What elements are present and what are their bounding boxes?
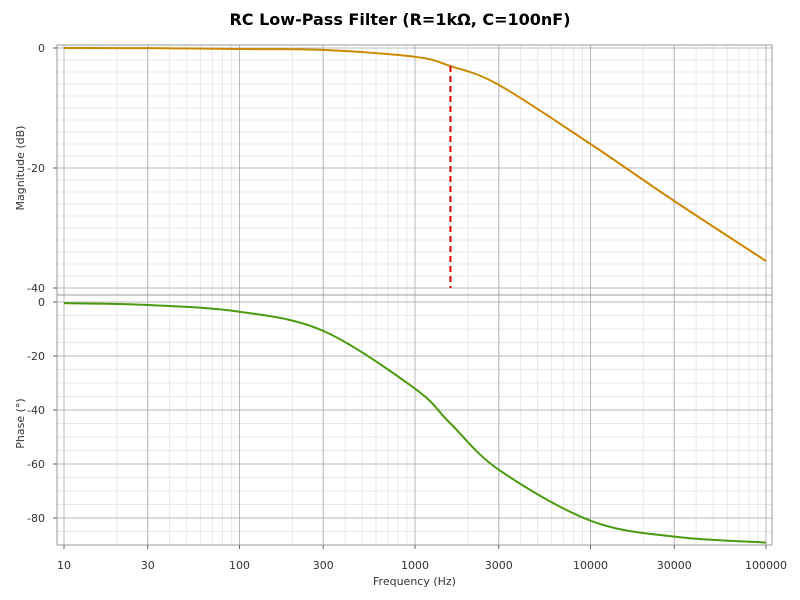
frame-layer	[53, 44, 773, 549]
x-tick-label: 10000	[573, 559, 608, 572]
x-tick-label: 30000	[657, 559, 692, 572]
x-tick-label: 300	[313, 559, 334, 572]
x-tick-label: 30	[141, 559, 155, 572]
y-tick-label: -40	[27, 282, 45, 295]
y-tick-label: -80	[27, 512, 45, 525]
y-tick-label: -60	[27, 458, 45, 471]
y-axis-title: Magnitude (dB)	[14, 126, 27, 211]
magnitude-series-line	[63, 47, 767, 262]
phase-series-line	[63, 302, 767, 544]
y-axis-title: Phase (°)	[14, 398, 27, 448]
data-layer	[63, 47, 767, 544]
y-tick-label: -40	[27, 404, 45, 417]
x-tick-label: 100000	[745, 559, 787, 572]
grid-layer	[57, 45, 772, 546]
label-layer: 0 -20 -40 Magnitude (dB) 0 -20 -40 -60 -80 Phase …	[14, 42, 787, 588]
x-axis-title: Frequency (Hz)	[373, 575, 456, 588]
y-tick-label: -20	[27, 162, 45, 175]
x-tick-label: 1000	[401, 559, 429, 572]
y-tick-label: -20	[27, 350, 45, 363]
x-tick-label: 10	[57, 559, 71, 572]
x-tick-label: 100	[229, 559, 250, 572]
chart-title: RC Low-Pass Filter (R=1kΩ, C=100nF)	[229, 10, 571, 29]
x-tick-label: 3000	[485, 559, 513, 572]
y-tick-label: 0	[38, 296, 45, 309]
y-tick-label: 0	[38, 42, 45, 55]
